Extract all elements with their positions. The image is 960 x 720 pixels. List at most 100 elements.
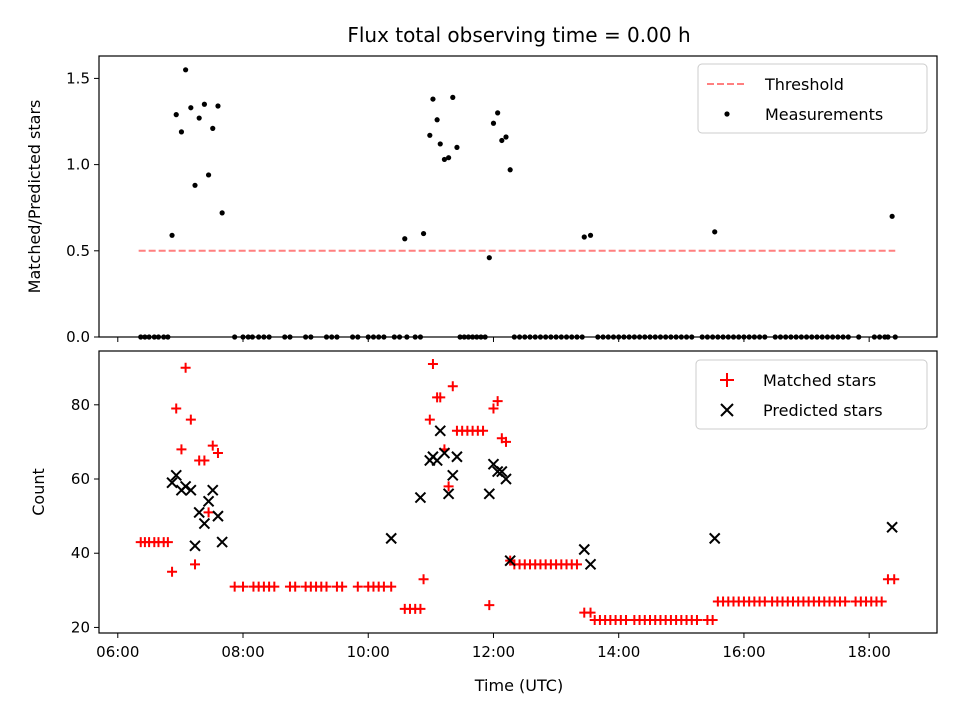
measurement-point [503, 134, 509, 140]
measurement-point [427, 132, 433, 138]
bottom-y-axis-label: Count [29, 468, 48, 516]
predicted-star-point [212, 510, 224, 522]
matched-star-point [424, 414, 435, 425]
matched-star-point [500, 436, 511, 447]
predicted-star-point [442, 488, 455, 500]
predicted-star-point [202, 495, 215, 507]
legend-matched-swatch [720, 373, 734, 387]
predicted-star-point [207, 484, 219, 496]
matched-star-point [321, 581, 332, 592]
measurement-point [441, 156, 448, 163]
matched-star-point [621, 615, 632, 626]
predicted-star-point [198, 517, 211, 530]
bottom-x-tick-label: 16:00 [722, 643, 765, 661]
predicted-star-point [414, 491, 427, 504]
matched-star-point [488, 403, 499, 414]
matched-star-point [203, 507, 214, 518]
matched-star-point [269, 581, 280, 592]
bottom-axes-frame [98, 350, 938, 634]
measurement-point [169, 232, 175, 238]
matched-star-point [876, 596, 887, 607]
predicted-star-point [584, 558, 597, 571]
measurement-point [402, 236, 408, 242]
top-legend: Threshold Measurements [697, 63, 928, 134]
figure-title: Flux total observing time = 0.00 h [347, 23, 690, 47]
legend-predicted-swatch [720, 403, 734, 417]
predicted-star-point [578, 543, 590, 556]
measurement-point [507, 167, 513, 173]
bottom-x-tick-label: 10:00 [347, 643, 390, 661]
measurement-point [219, 210, 225, 216]
measurement-point [430, 96, 436, 102]
top-y-tick-label: 0.5 [66, 242, 90, 260]
matched-star-point [162, 537, 173, 548]
top-x-ticks [117, 337, 870, 342]
matched-star-point [840, 596, 851, 607]
matched-star-point [190, 559, 201, 570]
matched-star-point [337, 581, 348, 592]
legend-matched-label: Matched stars [763, 371, 876, 390]
matched-star-point [238, 581, 249, 592]
predicted-star-point [385, 532, 397, 545]
matched-star-point [427, 358, 438, 369]
bottom-x-ticks: 06:00 08:00 10:00 12:00 14:00 16:00 18:00 [96, 633, 891, 661]
predicted-star-point [709, 532, 721, 545]
measurement-point [712, 229, 718, 235]
measurement-point [201, 101, 208, 107]
predicted-star-point [216, 536, 228, 548]
predicted-star-point [434, 425, 446, 437]
predicted-star-point [500, 473, 512, 485]
top-y-tick-label: 1.5 [66, 69, 90, 87]
measurement-point [889, 213, 895, 219]
bottom-plot-marks [135, 358, 900, 626]
predicted-star-point [438, 447, 451, 459]
predicted-star-point [504, 554, 516, 567]
legend-measurements-label: Measurements [765, 105, 883, 124]
matched-star-point [185, 414, 196, 425]
matched-star-point [290, 581, 301, 592]
measurement-point [192, 182, 198, 188]
matched-star-point [352, 581, 363, 592]
measurement-point [446, 155, 452, 161]
matched-star-point [447, 381, 458, 392]
measurement-point [450, 94, 456, 100]
matched-star-point [707, 615, 718, 626]
measurement-point [495, 110, 501, 116]
predicted-star-point [451, 451, 463, 463]
bottom-x-tick-label: 12:00 [472, 643, 515, 661]
bottom-y-tick-label: 40 [71, 544, 90, 562]
predicted-star-point [189, 540, 201, 552]
matched-star-point [492, 396, 503, 407]
bottom-y-tick-label: 80 [71, 396, 90, 414]
measurement-point [434, 117, 440, 123]
bottom-x-tick-label: 18:00 [848, 643, 891, 661]
matched-star-point [443, 481, 454, 492]
measurement-point [196, 115, 202, 121]
matched-star-point [207, 440, 218, 451]
top-axes-frame [98, 55, 938, 338]
measurement-point [188, 105, 194, 111]
top-y-tick-label: 1.0 [66, 156, 90, 174]
bottom-legend: Matched stars Predicted stars [695, 359, 928, 430]
measurement-point [437, 141, 443, 147]
measurement-point [490, 120, 497, 126]
predicted-star-point [483, 488, 496, 500]
measurement-point [587, 232, 594, 238]
matched-star-point [212, 448, 223, 459]
legend-measurements-swatch [724, 111, 730, 117]
measurement-point [581, 234, 587, 240]
matched-star-point [691, 615, 702, 626]
matched-star-point [435, 392, 446, 403]
matched-star-point [415, 603, 426, 614]
measurement-point [178, 129, 185, 135]
measurement-point [420, 230, 427, 237]
legend-threshold-label: Threshold [764, 75, 844, 94]
measurement-point [215, 103, 221, 109]
matched-star-point [180, 362, 191, 373]
matched-star-point [484, 600, 495, 611]
predicted-star-point [166, 477, 178, 489]
bottom-x-axis-label: Time (UTC) [474, 676, 563, 695]
matched-star-point [176, 444, 187, 455]
top-y-ticks: 0.0 0.5 1.0 1.5 [66, 69, 99, 346]
